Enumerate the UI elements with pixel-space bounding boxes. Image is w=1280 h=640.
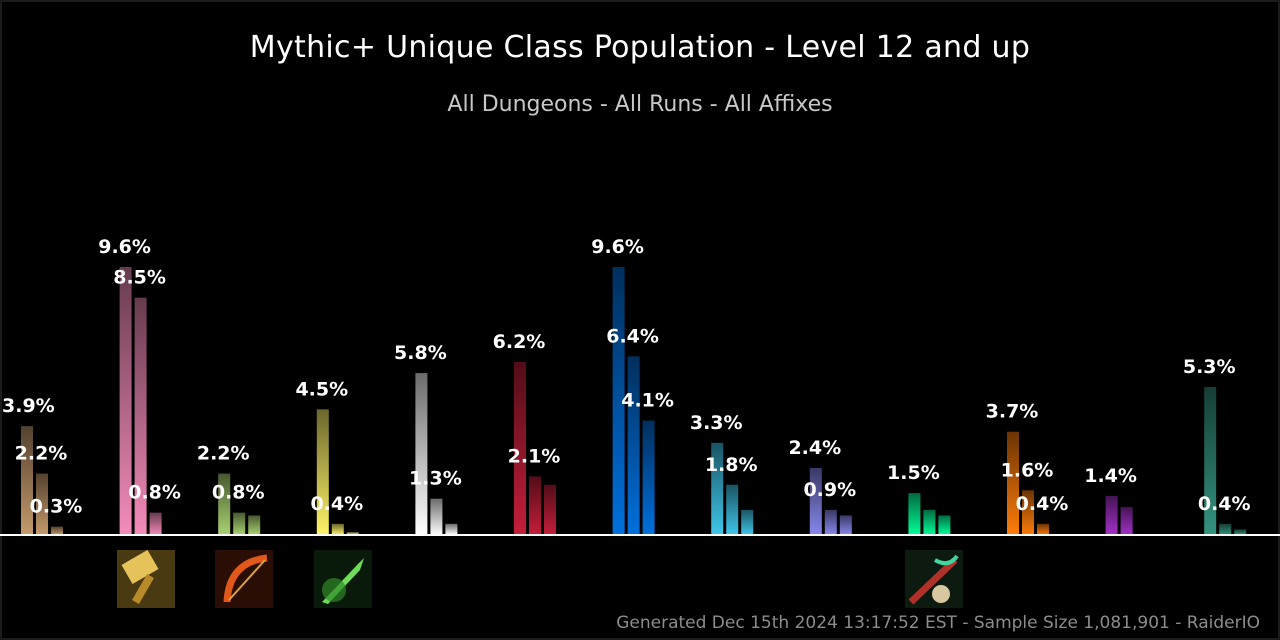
bar bbox=[51, 526, 63, 535]
data-label: 4.1% bbox=[621, 390, 674, 412]
bar bbox=[908, 493, 921, 535]
data-label: 3.3% bbox=[690, 412, 743, 434]
data-label: 0.4% bbox=[1198, 493, 1251, 515]
bar bbox=[331, 523, 344, 535]
bar bbox=[726, 484, 739, 535]
chart-title: Mythic+ Unique Class Population - Level … bbox=[249, 30, 1031, 65]
bar bbox=[1204, 387, 1217, 535]
bar bbox=[839, 515, 852, 535]
data-label: 1.3% bbox=[409, 468, 462, 490]
bar bbox=[149, 512, 162, 535]
data-label: 0.8% bbox=[212, 482, 265, 504]
data-label: 4.5% bbox=[295, 378, 348, 400]
data-label: 3.9% bbox=[2, 395, 55, 417]
data-label: 9.6% bbox=[98, 236, 151, 258]
bar bbox=[809, 468, 822, 535]
bar bbox=[529, 476, 541, 535]
bar bbox=[316, 409, 329, 535]
data-label: 2.1% bbox=[508, 445, 561, 467]
bar bbox=[233, 512, 246, 535]
paladin-hammer-icon bbox=[116, 549, 175, 608]
hunter-bow-icon bbox=[215, 550, 274, 608]
data-label: 6.4% bbox=[606, 325, 659, 347]
bar bbox=[218, 473, 231, 535]
data-label: 1.4% bbox=[1084, 465, 1137, 487]
data-label: 1.6% bbox=[1001, 459, 1054, 481]
data-label: 2.2% bbox=[197, 443, 250, 465]
bar bbox=[415, 373, 428, 535]
data-label: 0.3% bbox=[30, 496, 83, 518]
bar bbox=[1219, 523, 1232, 535]
bar bbox=[1105, 495, 1118, 535]
data-label: 8.5% bbox=[113, 267, 166, 289]
data-label: 5.8% bbox=[394, 342, 447, 364]
data-label: 2.2% bbox=[15, 443, 68, 465]
bar bbox=[445, 523, 458, 535]
data-label: 3.7% bbox=[986, 401, 1039, 423]
bar bbox=[36, 473, 48, 535]
bar bbox=[711, 442, 724, 535]
data-label: 9.6% bbox=[591, 236, 644, 258]
bar bbox=[1120, 507, 1133, 535]
bar bbox=[119, 267, 132, 535]
data-label: 1.8% bbox=[705, 454, 758, 476]
bar bbox=[938, 515, 951, 535]
data-label: 5.3% bbox=[1183, 356, 1236, 378]
bar bbox=[1234, 529, 1247, 535]
bar bbox=[346, 532, 359, 535]
bar bbox=[627, 356, 640, 535]
bar bbox=[21, 426, 33, 535]
bar bbox=[824, 509, 837, 535]
bar bbox=[1022, 490, 1034, 535]
footer-note: Generated Dec 15th 2024 13:17:52 EST - S… bbox=[616, 613, 1260, 633]
data-label: 0.9% bbox=[803, 479, 856, 501]
bar bbox=[134, 297, 147, 535]
bar bbox=[923, 509, 936, 535]
data-label: 6.2% bbox=[493, 331, 546, 353]
bar bbox=[1037, 523, 1049, 535]
bar bbox=[612, 267, 625, 535]
data-label: 1.5% bbox=[887, 462, 940, 484]
rogue-blade-icon bbox=[313, 550, 372, 608]
bar bbox=[248, 515, 261, 535]
data-label: 0.4% bbox=[310, 493, 363, 515]
bar bbox=[642, 420, 655, 535]
data-label: 2.4% bbox=[788, 437, 841, 459]
chart-subtitle: All Dungeons - All Runs - All Affixes bbox=[447, 92, 833, 117]
data-label: 0.4% bbox=[1016, 493, 1069, 515]
bar bbox=[741, 509, 754, 535]
bar bbox=[544, 484, 556, 535]
bar bbox=[1007, 431, 1019, 535]
bar bbox=[514, 361, 526, 535]
data-label: 0.8% bbox=[128, 482, 181, 504]
bar bbox=[430, 498, 443, 535]
monk-staff-icon bbox=[905, 550, 964, 608]
